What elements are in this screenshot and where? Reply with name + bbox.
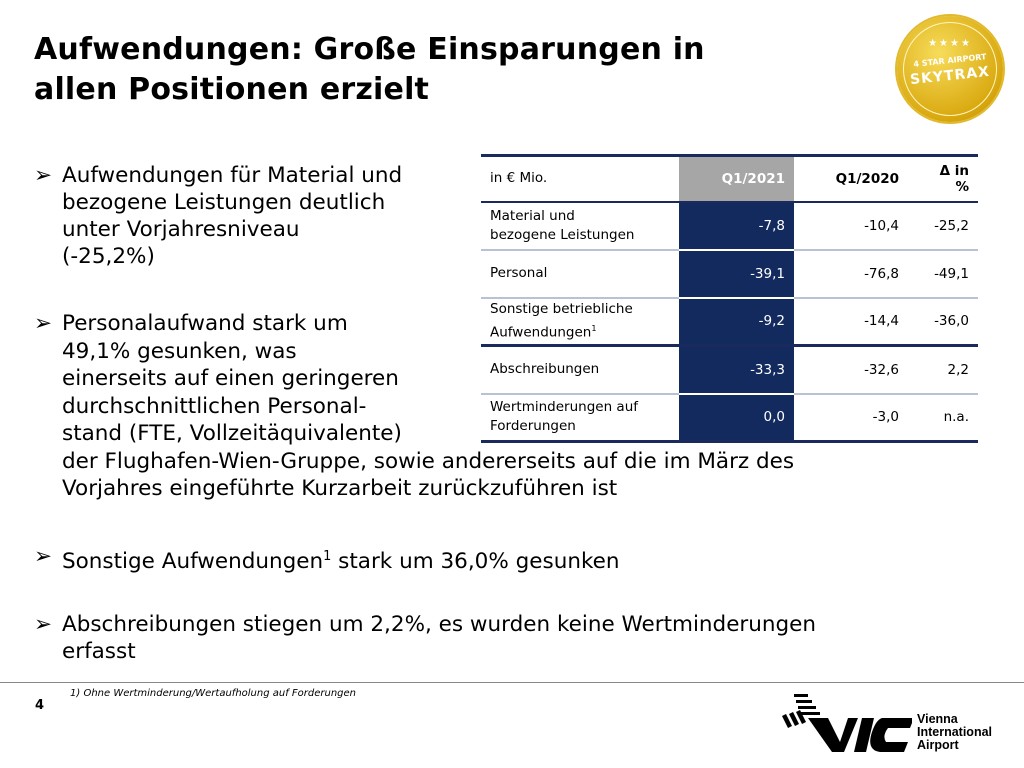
arrow-bullet-icon: ➢ — [34, 612, 53, 637]
arrow-bullet-icon: ➢ — [34, 311, 53, 336]
bullet-abschreibungen: ➢ Abschreibungen stiegen um 2,2%, es wur… — [34, 612, 817, 664]
table-row: Wertminderungen auf Forderungen 0,0 -3,0 n.… — [481, 393, 978, 443]
table-row: Material und bezogene Leistungen -7,8 -10,… — [481, 201, 978, 251]
bullet-sonstige: ➢ Sonstige Aufwendungen1 stark um 36,0% … — [34, 544, 620, 575]
footer-divider — [0, 682, 1024, 683]
bullet-personal: ➢ Personalaufwand stark um 49,1% gesunken… — [34, 311, 795, 501]
bullet-material: ➢ Aufwendungen für Material und bezogene … — [34, 163, 403, 269]
arrow-bullet-icon: ➢ — [34, 544, 53, 569]
slide-title: Aufwendungen: Große Einsparungen in alle… — [34, 32, 705, 107]
vie-logo-icon — [782, 694, 912, 752]
table-row: Sonstige betriebliche Aufwendungen1 -9,2-… — [481, 297, 978, 347]
table-header: in € Mio. Q1/2021 Q1/2020 Δ in% — [481, 154, 978, 203]
arrow-bullet-icon: ➢ — [34, 163, 53, 188]
expenses-table: in € Mio. Q1/2021 Q1/2020 Δ in% Material… — [481, 154, 978, 443]
skytrax-seal: ★★★★ 4 STAR AIRPORT SKYTRAX — [897, 16, 1003, 122]
table-row: Personal -39,1 -76,8 -49,1 — [481, 249, 978, 299]
footnote: 1) Ohne Wertminderung/Wertaufholung auf … — [70, 688, 357, 699]
table-row: Abschreibungen -33,3 -32,6 2,2 — [481, 345, 978, 395]
page-number: 4 — [35, 698, 45, 713]
logo-text: Vienna International Airport — [917, 712, 993, 752]
